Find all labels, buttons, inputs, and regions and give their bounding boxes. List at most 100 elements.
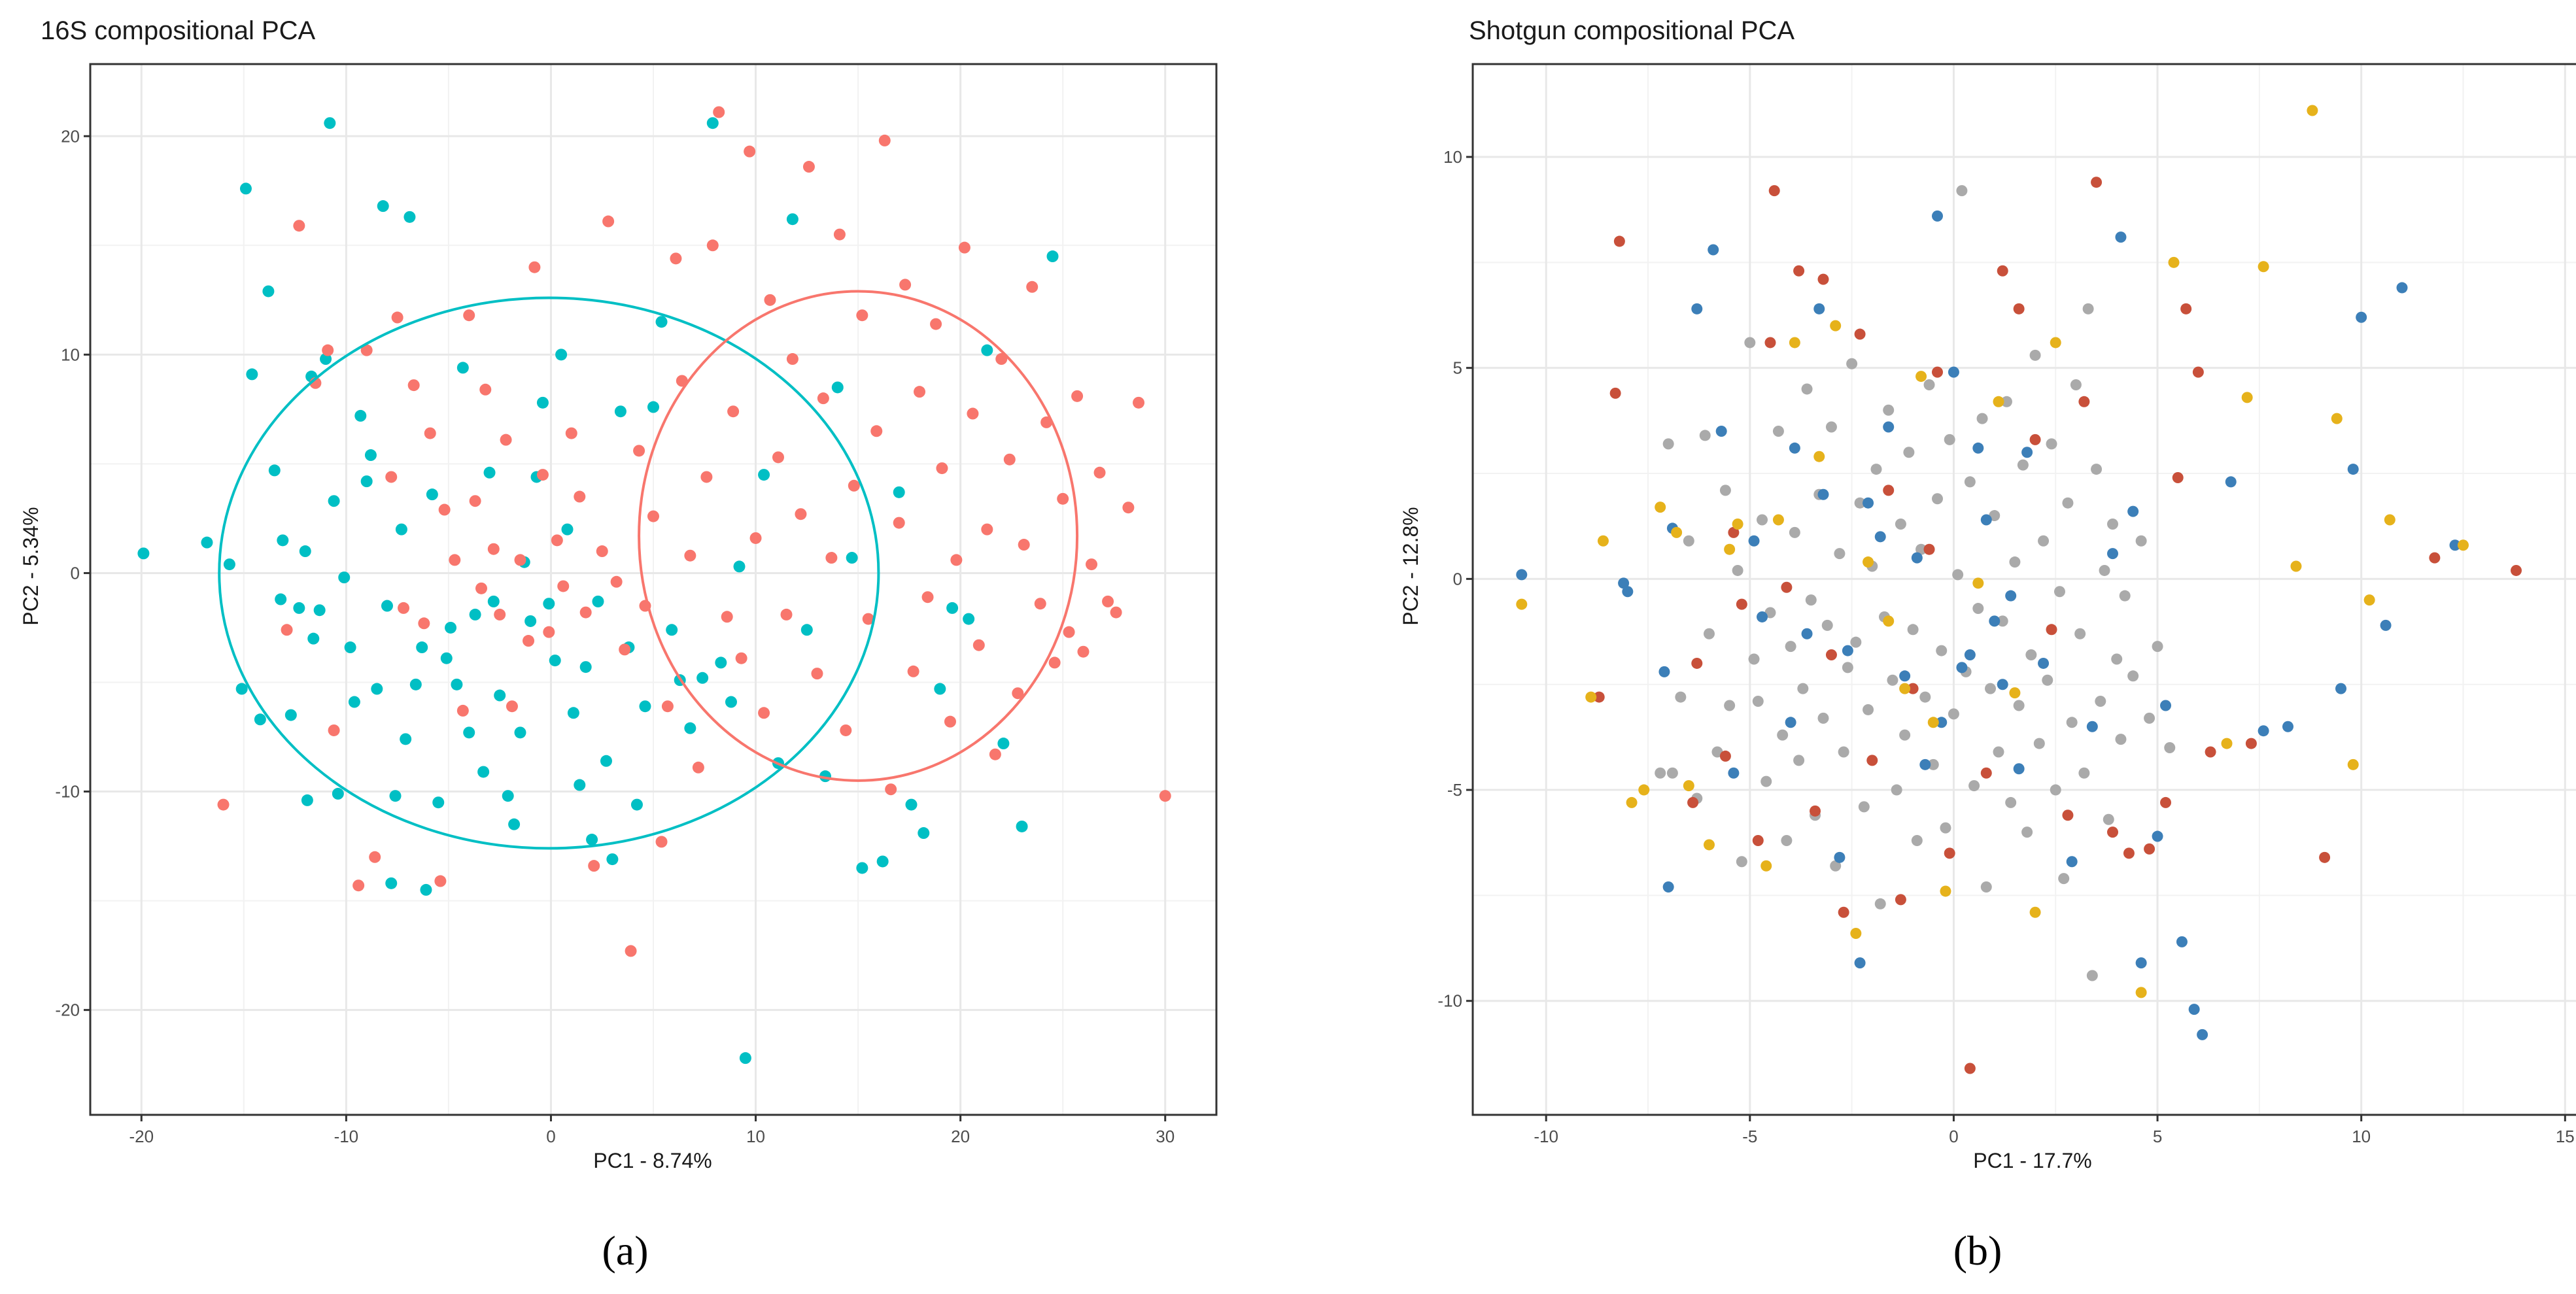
data-point [483, 466, 496, 479]
x-tick-label: -10 [1534, 1127, 1558, 1146]
data-point [856, 862, 868, 874]
data-point [338, 571, 351, 584]
data-point [313, 604, 326, 617]
data-point [2123, 847, 2135, 859]
data-point [2001, 396, 2012, 407]
data-point [1711, 746, 1723, 758]
data-point [1863, 556, 1874, 568]
data-point [1768, 185, 1780, 197]
data-point [733, 560, 746, 573]
data-point [1048, 656, 1061, 669]
data-point [1891, 784, 1902, 796]
data-point [463, 726, 475, 739]
data-point [2331, 413, 2343, 424]
data-point [1703, 628, 1715, 639]
data-point [1883, 421, 1895, 433]
data-point [1133, 396, 1145, 409]
data-point [1838, 746, 1849, 758]
data-point [1919, 758, 1931, 770]
data-point [2347, 464, 2359, 475]
data-point [1830, 320, 1842, 332]
data-point [1003, 453, 1016, 466]
data-point [1732, 518, 1743, 530]
data-point [1842, 645, 1853, 656]
x-tick-label: -20 [129, 1127, 154, 1146]
data-point [744, 145, 756, 158]
chart-title: Shotgun compositional PCA [1469, 16, 1795, 45]
data-point [1932, 210, 1944, 222]
data-point [1687, 796, 1699, 808]
data-point [907, 665, 919, 677]
data-point [596, 545, 608, 558]
data-point [235, 683, 248, 695]
data-point [706, 117, 719, 129]
data-point [543, 598, 555, 610]
data-point [328, 724, 340, 736]
data-point [1585, 691, 1597, 703]
data-point [1057, 492, 1069, 505]
data-point [780, 608, 793, 621]
data-point [963, 613, 975, 625]
data-point [438, 503, 451, 516]
data-point [1597, 535, 1609, 547]
data-point [972, 639, 985, 651]
data-point [543, 626, 555, 638]
data-point [1732, 564, 1743, 576]
data-point [700, 471, 713, 483]
data-point [2172, 471, 2184, 483]
data-point [2363, 594, 2375, 606]
data-point [2033, 738, 2045, 749]
data-point [293, 220, 305, 232]
data-point [404, 211, 416, 223]
data-point [825, 552, 838, 564]
data-point [137, 547, 150, 560]
data-point [1980, 767, 1992, 779]
data-point [1911, 835, 1923, 847]
data-point [950, 554, 963, 566]
data-point [2086, 721, 2098, 732]
data-point [946, 602, 959, 614]
data-point [885, 783, 897, 796]
data-point [528, 261, 541, 273]
data-point [1609, 387, 1621, 399]
data-point [1940, 885, 1951, 897]
data-point [1516, 598, 1528, 610]
data-point [725, 696, 737, 708]
data-point [555, 349, 568, 361]
x-tick-label: 5 [2153, 1127, 2162, 1146]
data-point [2106, 518, 2118, 530]
data-point [502, 790, 514, 802]
data-point [371, 683, 383, 695]
data-point [1993, 746, 2004, 758]
data-point [630, 798, 643, 811]
data-point [2135, 987, 2147, 998]
data-point [1613, 235, 1625, 247]
data-point [1777, 729, 1789, 741]
data-point [1874, 531, 1886, 543]
x-tick-label: 10 [2352, 1127, 2371, 1146]
data-point [758, 707, 770, 719]
data-point [2127, 670, 2139, 682]
data-point [2017, 459, 2029, 471]
data-point [930, 318, 942, 330]
data-point [426, 488, 438, 501]
data-point [407, 379, 420, 392]
data-point [2066, 717, 2078, 728]
data-point [1972, 577, 1984, 589]
data-point [670, 252, 682, 265]
data-point [2009, 556, 2021, 568]
data-point [1662, 881, 1674, 893]
data-point [301, 794, 313, 806]
data-point [1854, 957, 1866, 969]
data-point [1764, 607, 1776, 619]
data-point [1932, 366, 1944, 378]
data-point [2050, 337, 2061, 349]
data-point [1046, 250, 1059, 263]
data-point [914, 386, 926, 398]
data-point [506, 700, 518, 713]
data-point [989, 748, 1001, 760]
data-point [610, 575, 623, 588]
data-point [420, 883, 432, 896]
data-point [328, 495, 340, 507]
series-group-red [1593, 177, 2522, 1074]
